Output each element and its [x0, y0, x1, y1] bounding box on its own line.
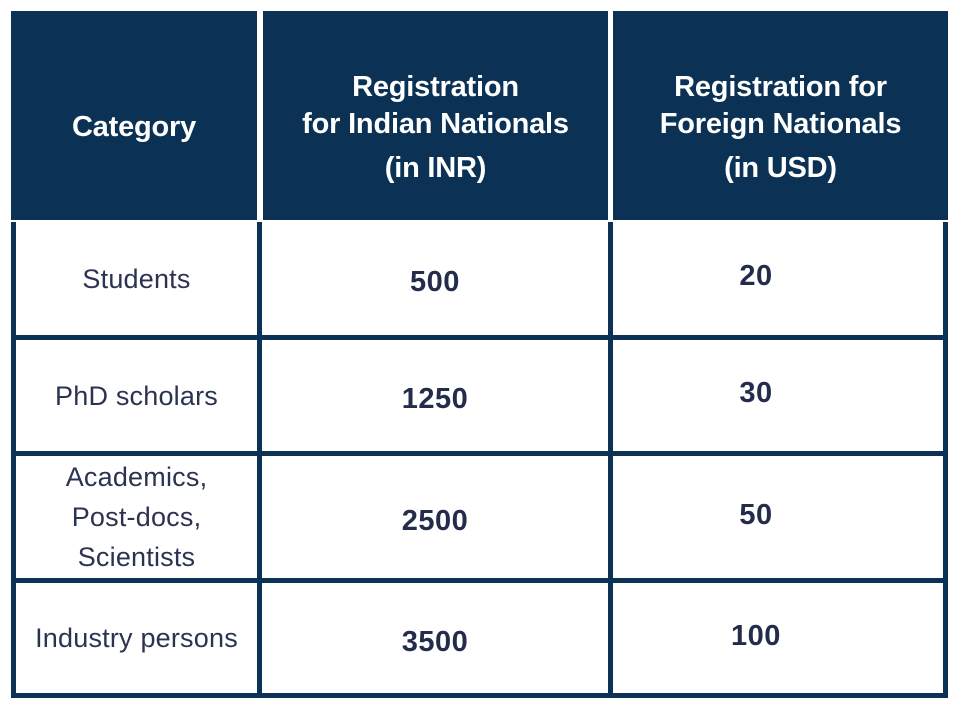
- column-divider: [257, 340, 262, 451]
- cell-category: Students: [16, 222, 257, 335]
- column-divider: [257, 583, 262, 693]
- header-cell-usd: Registration for Foreign Nationals (in U…: [613, 11, 948, 220]
- inr-value: 1250: [401, 383, 469, 415]
- column-divider: [608, 222, 613, 335]
- cell-inr-value: 1250: [262, 340, 608, 451]
- usd-value: 20: [739, 260, 773, 292]
- header-usd-title: Registration for Foreign Nationals: [659, 70, 902, 140]
- cell-inr-value: 500: [262, 222, 608, 335]
- cell-category: Academics, Post-docs, Scientists: [16, 456, 257, 578]
- inr-value: 2500: [401, 504, 469, 537]
- registration-fee-table: Category Registration for Indian Nationa…: [11, 11, 948, 698]
- usd-value: 100: [731, 619, 781, 652]
- cell-usd-value: 30: [613, 340, 943, 451]
- header-usd-unit: (in USD): [724, 151, 837, 184]
- category-label: Academics, Post-docs, Scientists: [65, 462, 208, 572]
- cell-inr-value: 2500: [262, 456, 608, 578]
- header-category-label: Category: [71, 111, 197, 143]
- column-divider: [257, 222, 262, 335]
- cell-usd-value: 20: [613, 222, 943, 335]
- column-divider: [257, 456, 262, 578]
- header-inr-title: Registration for Indian Nationals: [302, 70, 569, 140]
- table-row-academics: Academics, Post-docs, Scientists 2500 50: [16, 456, 943, 583]
- cell-usd-value: 50: [613, 456, 943, 578]
- usd-value: 30: [739, 377, 773, 409]
- header-divider: [608, 11, 613, 220]
- category-label: Industry persons: [35, 623, 238, 653]
- table-header-row: Category Registration for Indian Nationa…: [11, 11, 948, 220]
- category-label: PhD scholars: [55, 380, 218, 411]
- header-inr-unit: (in INR): [384, 151, 487, 184]
- table-row-phd-scholars: PhD scholars 1250 30: [16, 340, 943, 456]
- column-divider: [608, 456, 613, 578]
- usd-value: 50: [739, 498, 773, 531]
- column-divider: [608, 340, 613, 451]
- table-row-industry-persons: Industry persons 3500 100: [16, 583, 943, 693]
- cell-category: Industry persons: [16, 583, 257, 693]
- column-divider: [608, 583, 613, 693]
- category-label: Students: [82, 263, 191, 294]
- cell-category: PhD scholars: [16, 340, 257, 451]
- table-body: Students 500 20 PhD scholars 1250 30: [11, 222, 948, 698]
- header-divider: [257, 11, 263, 220]
- header-cell-category: Category: [11, 11, 257, 220]
- inr-value: 500: [410, 266, 460, 298]
- cell-usd-value: 100: [613, 583, 943, 693]
- cell-inr-value: 3500: [262, 583, 608, 693]
- header-cell-inr: Registration for Indian Nationals (in IN…: [263, 11, 608, 220]
- inr-value: 3500: [401, 625, 469, 658]
- table-row-students: Students 500 20: [16, 222, 943, 340]
